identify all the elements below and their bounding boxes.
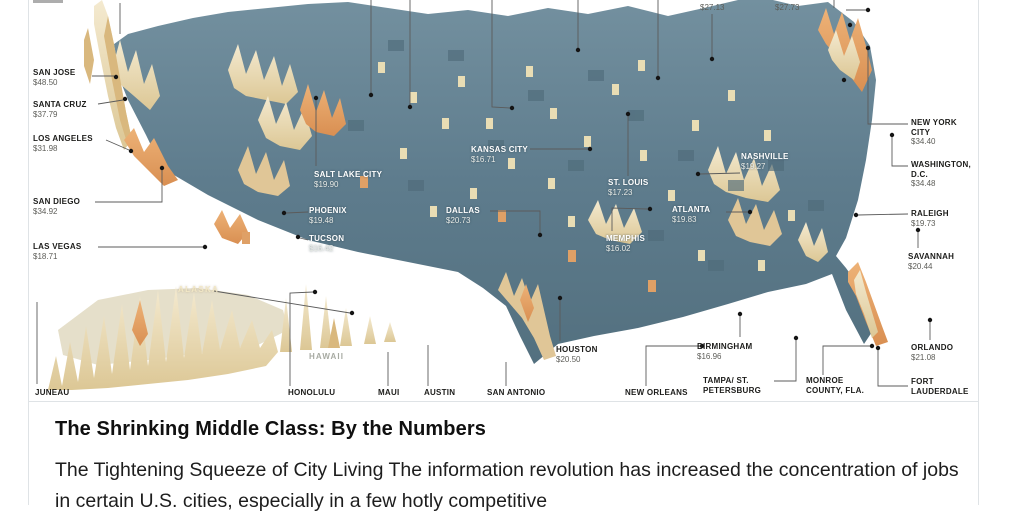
leader-dots [113, 7, 933, 351]
city-label-burlington: BURLINGTON $27.73 [775, 0, 830, 12]
city-label-new-york-city: NEW YORK CITY $34.40 [911, 118, 957, 146]
us-3d-terrain-map [36, 0, 933, 390]
article-body-text: The Tightening Squeeze of City Living Th… [55, 459, 959, 512]
city-label-memphis: MEMPHIS $16.02 [606, 234, 646, 253]
city-label-phoenix: PHOENIX $19.48 [309, 206, 347, 225]
clipped-label-fragment [33, 0, 63, 3]
region-label-alaska: ALASKA [178, 285, 220, 294]
city-label-atlanta: ATLANTA $19.83 [672, 205, 711, 224]
terrain-peaks [84, 0, 888, 360]
city-label-kansas-city: KANSAS CITY $16.71 [471, 145, 528, 164]
city-label-fort-lauderdale: FORT LAUDERDALE [911, 377, 969, 396]
city-label-savannah: SAVANNAH $20.44 [908, 252, 955, 271]
city-label-tampa-st-petersburg: TAMPA/ ST. PETERSBURG [703, 376, 762, 395]
city-label-maui: MAUI [378, 388, 400, 397]
card-border-right [978, 0, 979, 505]
city-label-honolulu: HONOLULU [288, 388, 336, 397]
card-border-left [28, 0, 29, 505]
city-label-santa-cruz: SANTA CRUZ $37.79 [33, 100, 87, 119]
city-label-nashville: NASHVILLE $19.27 [741, 152, 789, 171]
map-article-separator [28, 401, 979, 402]
city-label-san-antonio: SAN ANTONIO [487, 388, 546, 397]
city-label-san-jose: SAN JOSE $48.50 [33, 68, 76, 87]
region-label-hawaii: HAWAII [309, 352, 345, 361]
city-label-juneau: JUNEAU [35, 388, 70, 397]
city-label-orlando: ORLANDO $21.08 [911, 343, 954, 362]
article-headline[interactable]: The Shrinking Middle Class: By the Numbe… [55, 418, 486, 440]
city-label-baltimore: BALTIMORE $27.13 [700, 0, 749, 12]
city-label-new-orleans: NEW ORLEANS [625, 388, 688, 397]
city-label-san-diego: SAN DIEGO $34.92 [33, 197, 81, 216]
city-label-birmingham: BIRMINGHAM $16.96 [697, 342, 753, 361]
city-label-dallas: DALLAS $20.73 [446, 206, 480, 225]
city-label-monroe-county: MONROE COUNTY, FLA. [806, 376, 865, 395]
city-label-tucson: TUCSON $16.42 [309, 234, 345, 253]
city-label-salt-lake-city: SALT LAKE CITY $19.90 [314, 170, 383, 189]
city-label-austin: AUSTIN [424, 388, 456, 397]
article-preview[interactable]: The Shrinking Middle Class: By the Numbe… [55, 418, 960, 517]
alaska-terrain [48, 286, 288, 390]
city-label-washington-dc: WASHINGTON, D.C. $34.48 [911, 160, 971, 188]
page: { "chart_data": { "type": "heatmap", "su… [28, 0, 979, 512]
city-label-houston: HOUSTON $20.50 [556, 345, 598, 364]
city-label-las-vegas: LAS VEGAS $18.71 [33, 242, 82, 261]
leader-lines [36, 0, 931, 387]
city-label-los-angeles: LOS ANGELES $31.98 [33, 134, 93, 153]
hawaii-terrain [280, 284, 396, 352]
prism-map-figure: SAN JOSE $48.50 SANTA CRUZ $37.79 LOS AN… [33, 0, 971, 397]
city-label-raleigh: RALEIGH $19.73 [911, 209, 949, 228]
city-label-st-louis: ST. LOUIS $17.23 [608, 178, 649, 197]
